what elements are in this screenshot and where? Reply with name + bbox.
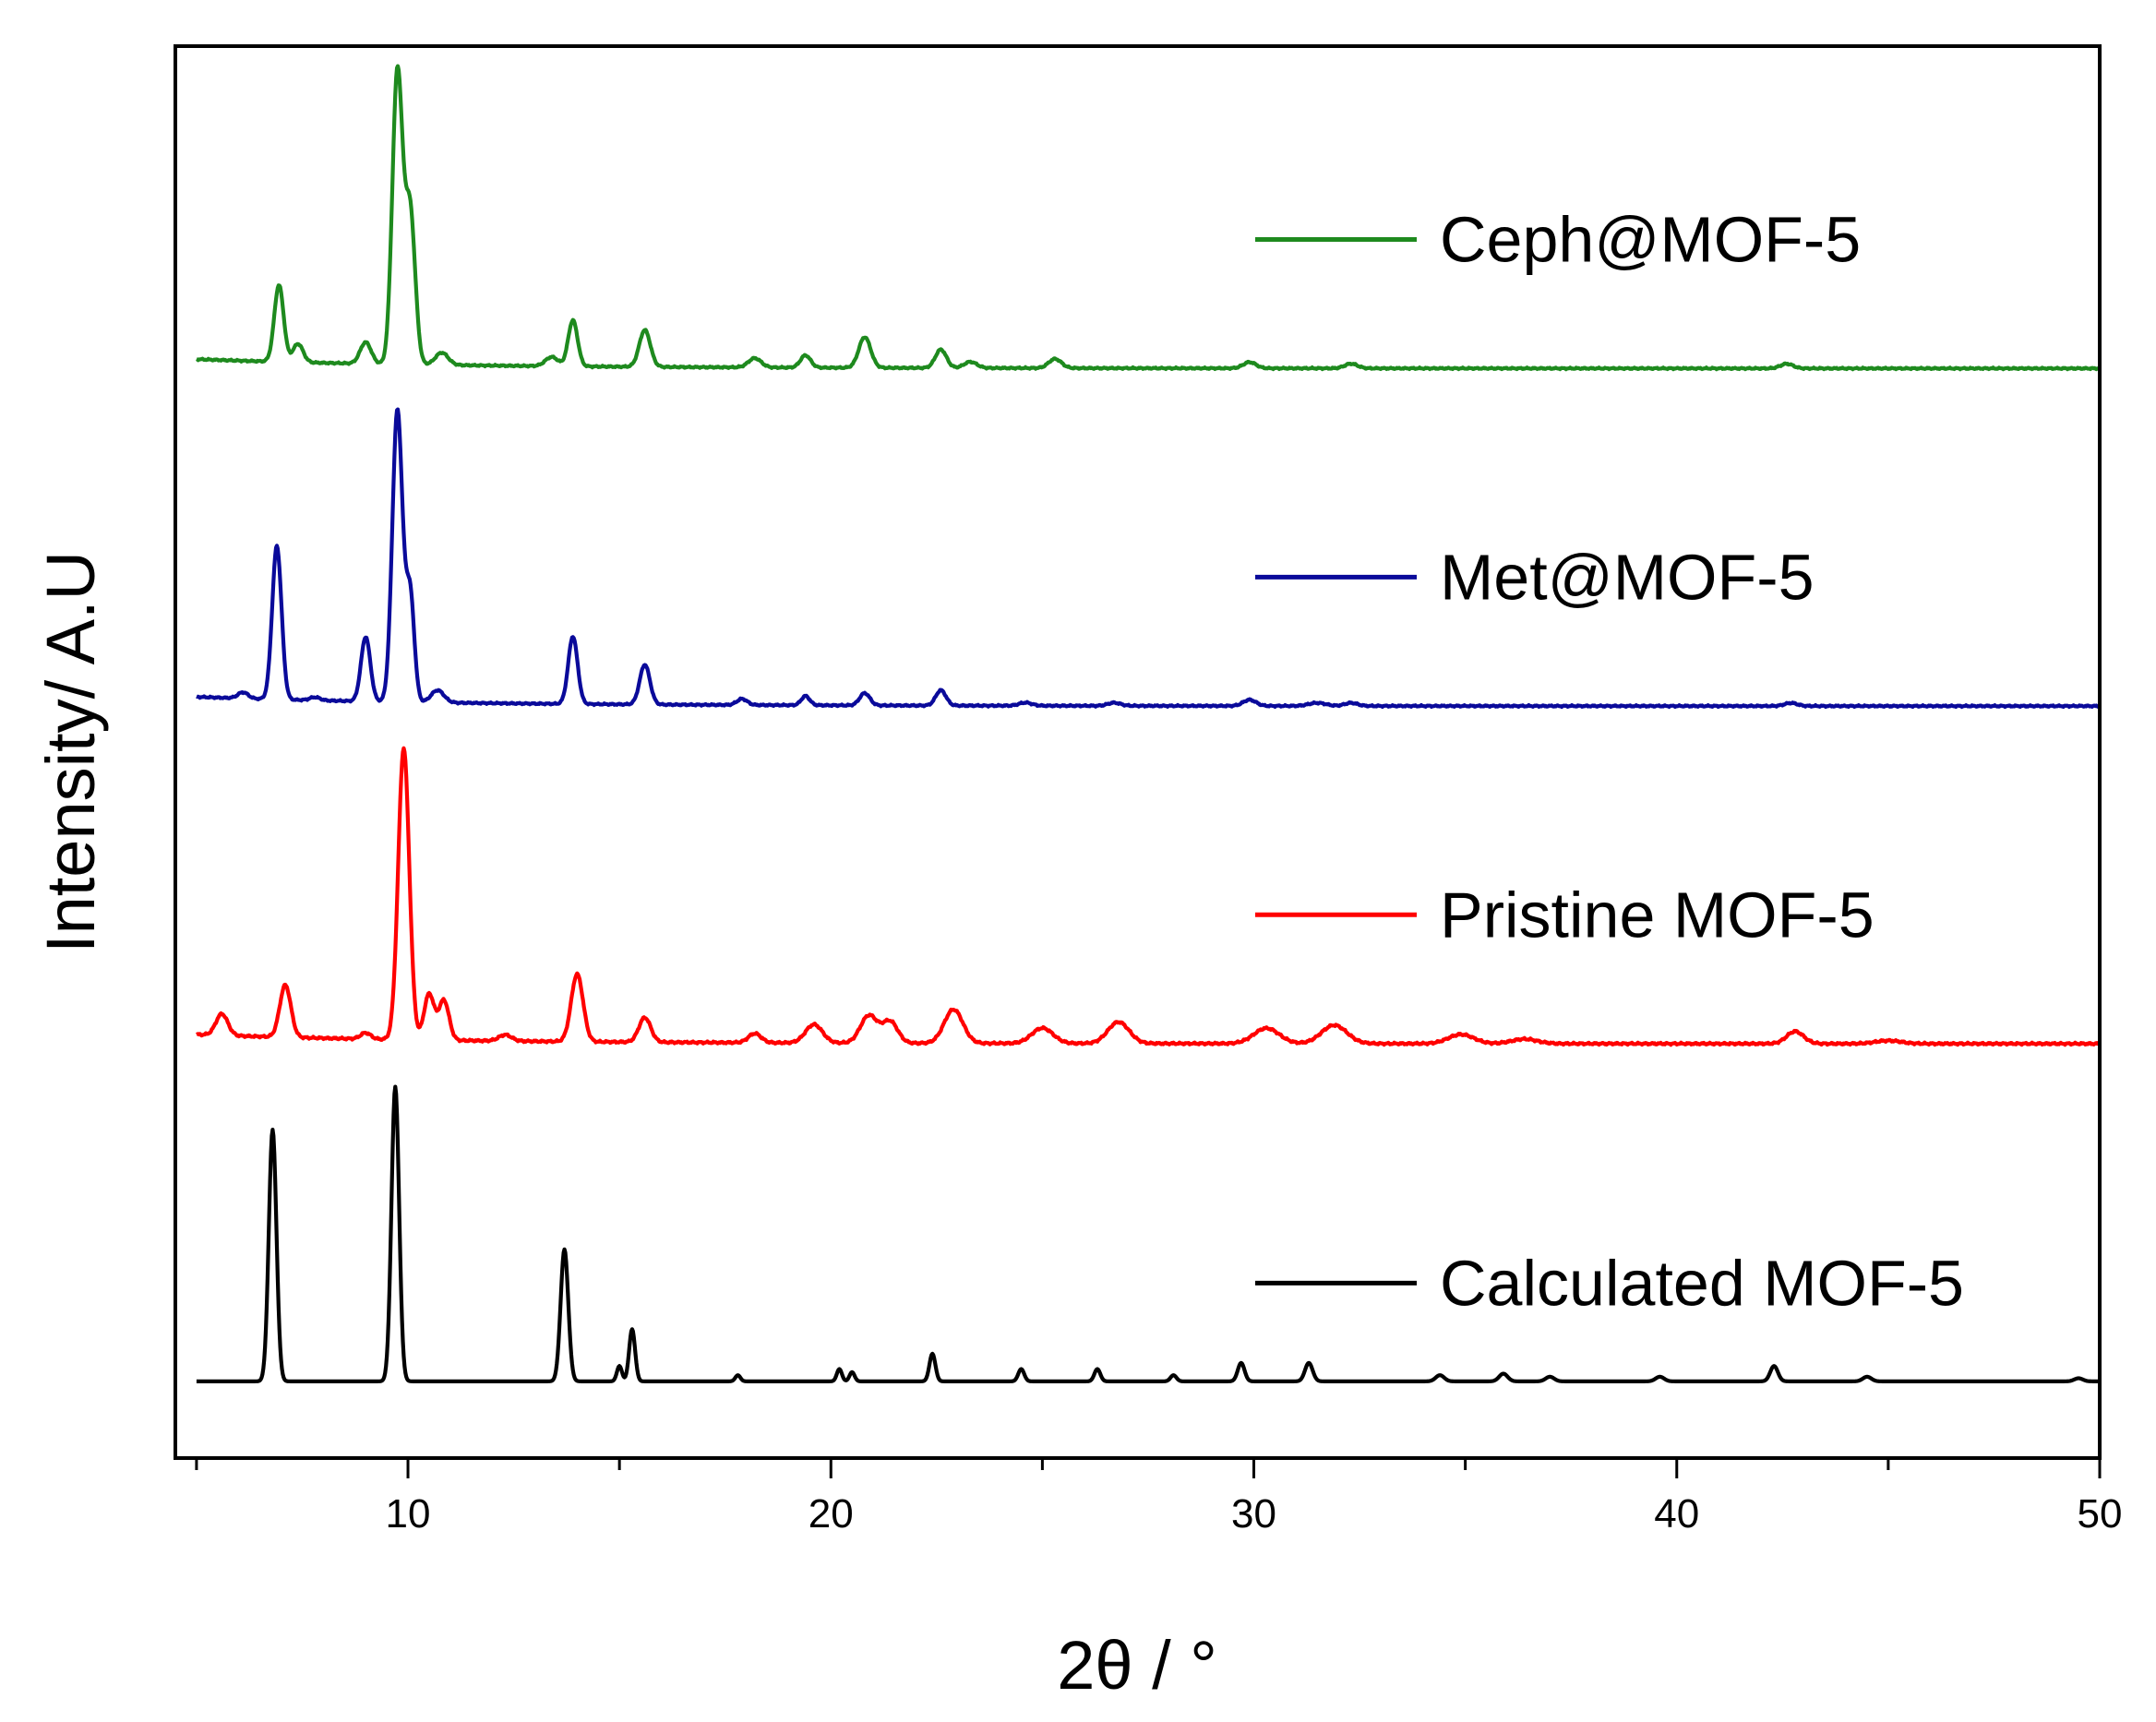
legend-label-calculated-mof-5: Calculated MOF-5 (1440, 1247, 1964, 1319)
x-tick-label: 20 (808, 1491, 854, 1537)
legend: Calculated MOF-5 Pristine MOF-5 Met@MOF-5 C… (1255, 204, 1964, 1319)
x-ticks: 10 20 30 40 50 (195, 1458, 2123, 1537)
series-line-pristine-mof-5 (195, 746, 2102, 1047)
x-tick-label: 40 (1654, 1491, 1699, 1537)
legend-label-ceph-mof-5: Ceph@MOF-5 (1440, 204, 1861, 276)
x-tick-label: 50 (2078, 1491, 2123, 1537)
legend-label-pristine-mof-5: Pristine MOF-5 (1440, 879, 1875, 951)
plot-frame (174, 44, 2102, 1460)
series-layer (195, 64, 2102, 1383)
legend-label-met-mof-5: Met@MOF-5 (1440, 541, 1815, 613)
y-axis-title: Intensity/ A.U (32, 551, 109, 953)
x-axis-title: 2θ / ° (1057, 1627, 1217, 1704)
series-line-calculated-mof-5 (195, 1084, 2102, 1383)
x-tick-label: 30 (1231, 1491, 1276, 1537)
series-line-ceph-mof-5 (195, 64, 2102, 372)
x-tick-label: 10 (386, 1491, 431, 1537)
series-line-met-mof-5 (195, 407, 2102, 710)
